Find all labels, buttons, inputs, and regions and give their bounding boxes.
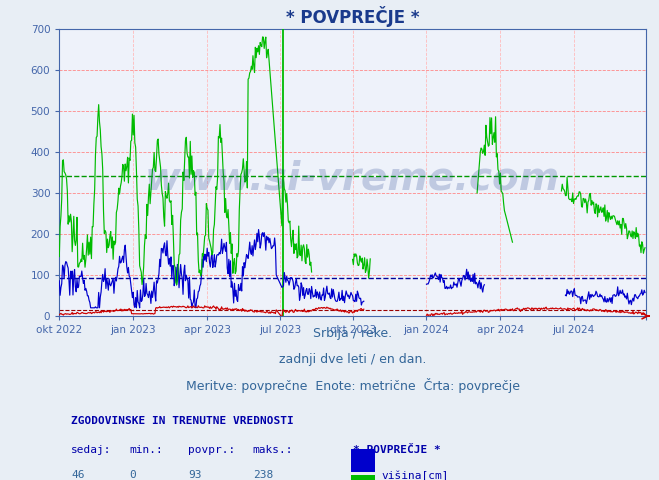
Text: maks.:: maks.:: [253, 444, 293, 455]
Text: * POVPREČJE *: * POVPREČJE *: [353, 444, 440, 455]
Text: višina[cm]: višina[cm]: [382, 470, 449, 480]
Title: * POVPREČJE *: * POVPREČJE *: [286, 6, 419, 27]
Text: 93: 93: [188, 470, 202, 480]
Text: ZGODOVINSKE IN TRENUTNE VREDNOSTI: ZGODOVINSKE IN TRENUTNE VREDNOSTI: [71, 416, 294, 426]
Text: Meritve: povprečne  Enote: metrične  Črta: povprečje: Meritve: povprečne Enote: metrične Črta:…: [186, 379, 519, 394]
Text: Srbija / reke.: Srbija / reke.: [313, 327, 392, 340]
Text: 238: 238: [253, 470, 273, 480]
Text: www.si-vreme.com: www.si-vreme.com: [145, 159, 560, 197]
Text: povpr.:: povpr.:: [188, 444, 235, 455]
Text: 46: 46: [71, 470, 84, 480]
Text: sedaj:: sedaj:: [71, 444, 111, 455]
Text: zadnji dve leti / en dan.: zadnji dve leti / en dan.: [279, 353, 426, 366]
Text: min.:: min.:: [130, 444, 163, 455]
Bar: [351, 475, 375, 480]
Bar: [351, 449, 375, 472]
Text: 0: 0: [130, 470, 136, 480]
